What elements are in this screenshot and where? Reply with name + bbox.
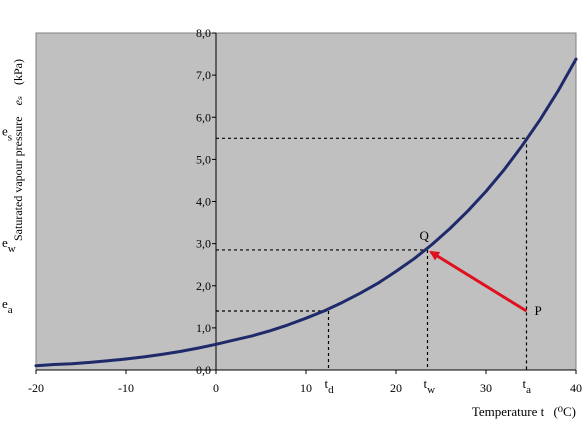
point-p-label: P [535,303,542,318]
dashed-guides [216,137,528,370]
y-tick-label: 3,0 [196,237,211,251]
y-marker-es: es [2,123,12,143]
y-markers: es ew ea [2,123,16,316]
x-marker-ta: ta [523,376,532,396]
saturated-vapour-pressure-curve [34,57,578,368]
y-tick-label: 4,0 [196,195,211,209]
plot-area [35,32,577,371]
x-marker-tw: tw [424,376,436,396]
y-tick-label: 5,0 [196,152,211,166]
y-axis-symbol: eₛ [11,96,25,105]
y-tick-label: 8,0 [196,26,211,40]
x-tick-label: -20 [28,381,44,395]
y-marker-ew: ew [2,235,16,255]
y-axis-unit: (kPa) [11,59,25,85]
y-tick-group: 0,0 1,0 2,0 3,0 4,0 5,0 6,0 7,0 8,0 [196,26,216,377]
x-tick-label: 40 [570,381,582,395]
x-marker-td: td [325,376,335,396]
x-tick-label: -10 [118,381,134,395]
x-axis-label: Temperature t (⁰C) [472,404,576,419]
y-tick-label: 1,0 [196,321,211,335]
x-markers: td tw ta [325,376,532,396]
y-tick-label: 6,0 [196,110,211,124]
y-axis-title: Saturated vapour pressure [11,116,25,241]
point-q-label: Q [420,228,430,243]
x-tick-label: 0 [213,381,219,395]
x-tick-label: 30 [480,381,492,395]
y-tick-label: 0,0 [196,363,211,377]
x-tick-group: -20 -10 0 10 20 30 40 [28,370,582,395]
p-to-q-arrow [429,250,528,313]
x-axis-title: Temperature t [472,404,545,419]
x-axis-unit: (⁰C) [553,404,576,419]
x-tick-label: 10 [300,381,312,395]
y-tick-label: 2,0 [196,279,211,293]
y-marker-ea: ea [2,296,13,316]
y-tick-label: 7,0 [196,68,211,82]
y-axis-label: Saturated vapour pressure eₛ (kPa) [11,59,25,241]
x-tick-label: 20 [390,381,402,395]
